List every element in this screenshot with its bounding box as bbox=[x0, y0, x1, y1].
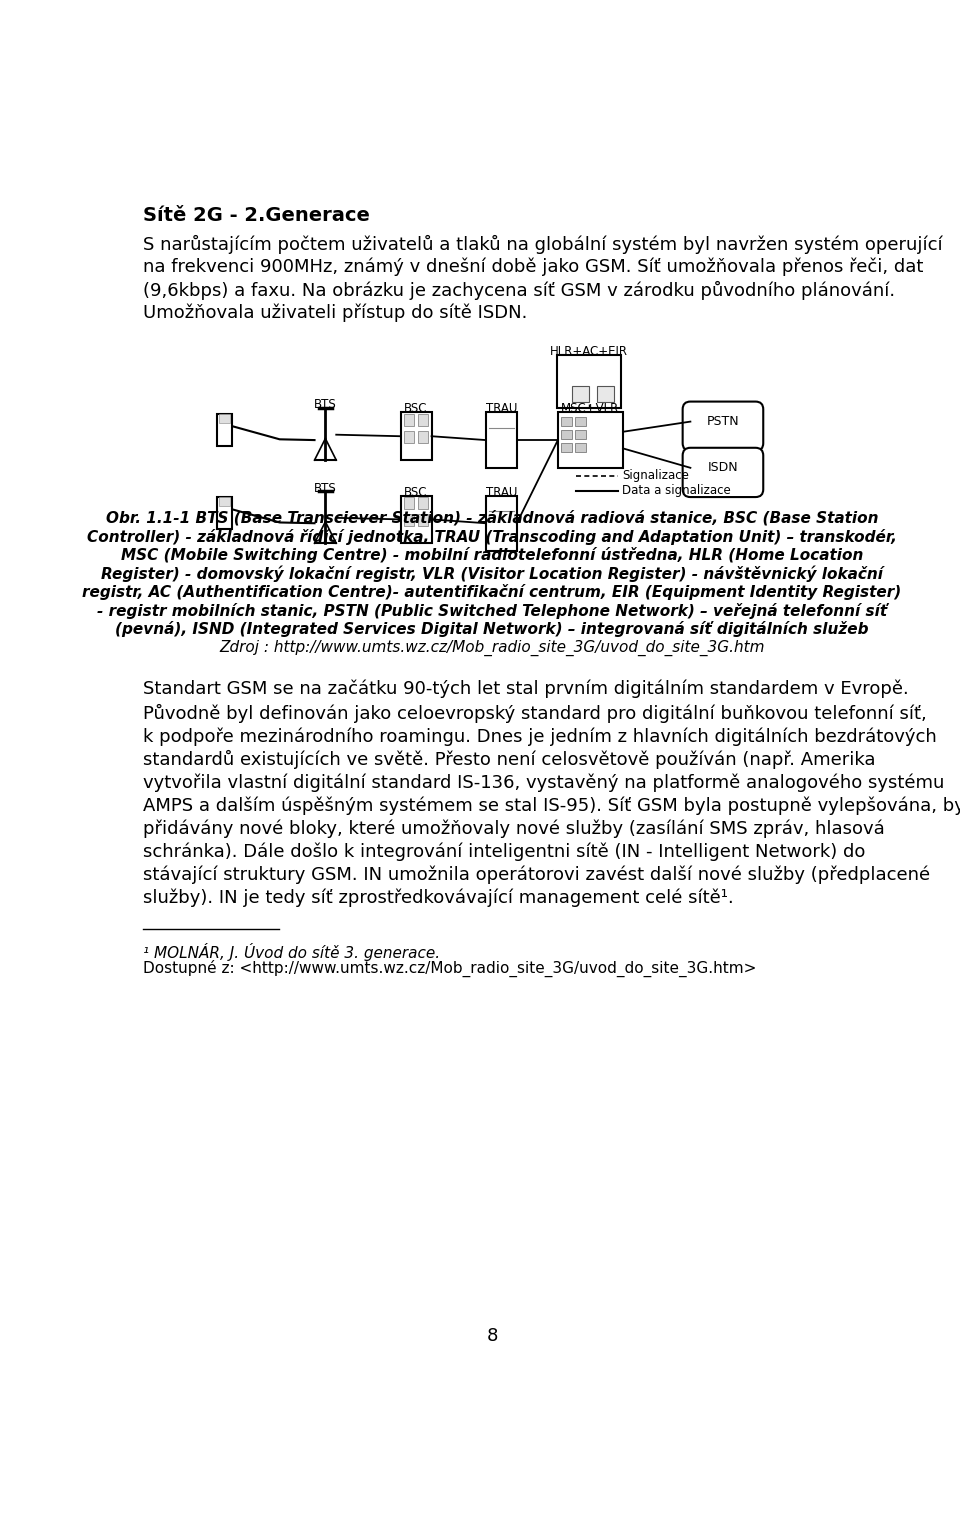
Text: Register) - domovský lokační registr, VLR (Visitor Location Register) - návštěvn: Register) - domovský lokační registr, VL… bbox=[101, 566, 883, 583]
Text: registr, AC (Authentification Centre)- autentifikační centrum, EIR (Equipment Id: registr, AC (Authentification Centre)- a… bbox=[83, 584, 901, 599]
Bar bbox=[561, 430, 572, 440]
Bar bbox=[575, 443, 586, 452]
Bar bbox=[403, 513, 414, 526]
Text: HLR+AC+EIR: HLR+AC+EIR bbox=[550, 344, 628, 358]
Text: Controller) - základnová řídící jednotka, TRAU (Transcoding and Adaptation Unit): Controller) - základnová řídící jednotka… bbox=[87, 529, 897, 544]
Text: MSC+VLR: MSC+VLR bbox=[562, 403, 619, 415]
Text: Umožňovala uživateli přístup do sítě ISDN.: Umožňovala uživateli přístup do sítě ISD… bbox=[143, 304, 528, 323]
Bar bbox=[561, 443, 572, 452]
Text: Dostupné z: <http://www.umts.wz.cz/Mob_radio_site_3G/uvod_do_site_3G.htm>: Dostupné z: <http://www.umts.wz.cz/Mob_r… bbox=[143, 959, 756, 978]
Bar bbox=[219, 413, 230, 423]
Text: k podpoře mezinárodního roamingu. Dnes je jedním z hlavních digitálních bezdráto: k podpoře mezinárodního roamingu. Dnes j… bbox=[143, 727, 937, 745]
Bar bbox=[486, 412, 516, 467]
Text: schránka). Dále došlo k integrování inteligentni sítě (IN - Intelligent Network): schránka). Dále došlo k integrování inte… bbox=[143, 842, 866, 861]
Text: přidávány nové bloky, které umožňovaly nové služby (zasílání SMS zpráv, hlasová: přidávány nové bloky, které umožňovaly n… bbox=[143, 819, 885, 838]
Bar bbox=[418, 513, 427, 526]
Text: služby). IN je tedy síť zprostředkovávající management celé sítě¹.: služby). IN je tedy síť zprostředkovávaj… bbox=[143, 888, 734, 907]
Text: Obr. 1.1-1 BTS (Base Transciever Station) - základnová radiová stanice, BSC (Bas: Obr. 1.1-1 BTS (Base Transciever Station… bbox=[106, 510, 878, 526]
Text: - registr mobilních stanic, PSTN (Public Switched Telephone Network) – veřejná t: - registr mobilních stanic, PSTN (Public… bbox=[97, 603, 887, 618]
Text: Data a signalizace: Data a signalizace bbox=[622, 484, 731, 498]
Text: ¹ MOLNÁR, J. Úvod do sítě 3. generace.: ¹ MOLNÁR, J. Úvod do sítě 3. generace. bbox=[143, 942, 441, 961]
Text: na frekvenci 900MHz, známý v dnešní době jako GSM. Síť umožňovala přenos řeči, d: na frekvenci 900MHz, známý v dnešní době… bbox=[143, 258, 924, 277]
Bar bbox=[418, 413, 427, 426]
Bar bbox=[418, 430, 427, 443]
Text: BTS: BTS bbox=[314, 481, 337, 495]
Bar bbox=[558, 412, 623, 467]
Bar bbox=[418, 496, 427, 509]
Text: Původně byl definován jako celoevropský standard pro digitální buňkovou telefonn: Původně byl definován jako celoevropský … bbox=[143, 704, 927, 724]
Text: ISDN: ISDN bbox=[708, 461, 738, 475]
Bar bbox=[486, 495, 516, 550]
Bar bbox=[403, 413, 414, 426]
Bar bbox=[400, 412, 432, 460]
Bar bbox=[572, 386, 588, 401]
Bar bbox=[575, 417, 586, 426]
Bar bbox=[596, 386, 613, 401]
Text: TRAU: TRAU bbox=[486, 486, 517, 498]
Text: Signalizace: Signalizace bbox=[622, 469, 689, 483]
Text: BSC: BSC bbox=[404, 403, 428, 415]
Text: Sítě 2G - 2.Generace: Sítě 2G - 2.Generace bbox=[143, 206, 371, 224]
Text: (pevná), ISND (Integrated Services Digital Network) – integrovaná síť digitálníc: (pevná), ISND (Integrated Services Digit… bbox=[115, 621, 869, 636]
Text: BSC: BSC bbox=[404, 486, 428, 498]
Text: TRAU: TRAU bbox=[486, 403, 517, 415]
Bar bbox=[217, 496, 232, 529]
FancyBboxPatch shape bbox=[683, 401, 763, 450]
FancyBboxPatch shape bbox=[683, 447, 763, 496]
Text: BTS: BTS bbox=[314, 398, 337, 412]
Bar bbox=[403, 496, 414, 509]
Bar bbox=[561, 417, 572, 426]
Text: (9,6kbps) a faxu. Na obrázku je zachycena síť GSM v zárodku původního plánování.: (9,6kbps) a faxu. Na obrázku je zachycen… bbox=[143, 281, 896, 300]
Text: Zdroj : http://www.umts.wz.cz/Mob_radio_site_3G/uvod_do_site_3G.htm: Zdroj : http://www.umts.wz.cz/Mob_radio_… bbox=[219, 639, 765, 656]
Bar bbox=[557, 355, 621, 407]
Text: MSC (Mobile Switching Centre) - mobilní radiotelefonní ústředna, HLR (Home Locat: MSC (Mobile Switching Centre) - mobilní … bbox=[121, 547, 863, 563]
Text: Standart GSM se na začátku 90-tých let stal prvním digitálním standardem v Evrop: Standart GSM se na začátku 90-tých let s… bbox=[143, 679, 909, 698]
Text: standardů existujících ve světě. Přesto není celosvětově používán (např. Amerika: standardů existujících ve světě. Přesto … bbox=[143, 750, 876, 770]
Text: stávající struktury GSM. IN umožnila operátorovi zavést další nové služby (předp: stávající struktury GSM. IN umožnila ope… bbox=[143, 865, 930, 884]
Bar bbox=[217, 413, 232, 446]
Text: vytvořila vlastní digitální standard IS-136, vystavěný na platformě analogového : vytvořila vlastní digitální standard IS-… bbox=[143, 773, 945, 792]
Text: 8: 8 bbox=[487, 1326, 497, 1345]
Text: AMPS a dalším úspěšným systémem se stal IS-95). Síť GSM byla postupně vylepšován: AMPS a dalším úspěšným systémem se stal … bbox=[143, 796, 960, 815]
Bar bbox=[403, 430, 414, 443]
Bar bbox=[400, 495, 432, 543]
Bar bbox=[219, 496, 230, 506]
Text: PSTN: PSTN bbox=[707, 415, 739, 429]
Text: S narůstajícím počtem uživatelů a tlaků na globální systém byl navržen systém op: S narůstajícím počtem uživatelů a tlaků … bbox=[143, 235, 943, 254]
Bar bbox=[575, 430, 586, 440]
